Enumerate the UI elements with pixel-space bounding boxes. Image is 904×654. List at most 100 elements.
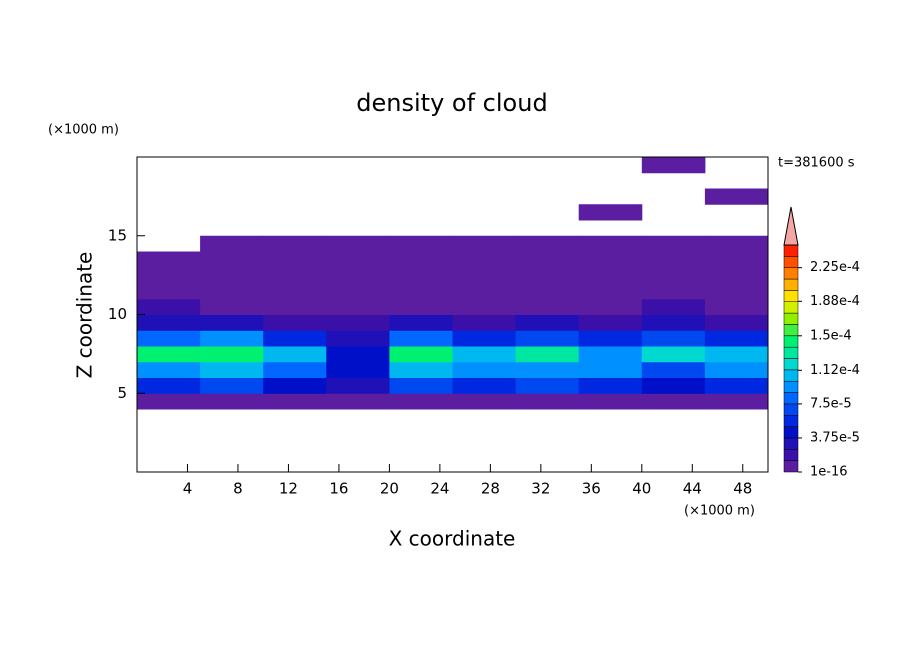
x-unit: (×1000 m) bbox=[684, 504, 755, 519]
contour-cell bbox=[137, 377, 201, 394]
colorbar-band bbox=[783, 335, 799, 348]
contour-cell bbox=[515, 298, 580, 315]
colorbar-band bbox=[783, 415, 799, 427]
contour-cell bbox=[200, 393, 264, 410]
x-axis-title: X coordinate bbox=[389, 527, 516, 551]
colorbar-band bbox=[783, 301, 799, 314]
contour-cell bbox=[704, 330, 769, 347]
contour-cell bbox=[704, 377, 769, 394]
contour-cell bbox=[137, 314, 201, 331]
contour-cell bbox=[578, 283, 643, 300]
contour-cell bbox=[200, 346, 264, 363]
contour-cell bbox=[326, 393, 390, 410]
x-tick-label: 4 bbox=[183, 480, 193, 498]
contour-cell bbox=[137, 330, 201, 347]
contour-cell bbox=[452, 267, 517, 284]
contour-cell bbox=[704, 298, 769, 315]
contour-cell bbox=[515, 346, 580, 363]
contour-cell bbox=[704, 267, 769, 284]
colorbar-band bbox=[783, 346, 799, 359]
contour-cell bbox=[452, 346, 517, 363]
contour-cell bbox=[263, 267, 327, 284]
colorbar-band bbox=[783, 460, 799, 473]
contour-cell bbox=[326, 314, 390, 331]
contour-cell bbox=[200, 314, 264, 331]
contour-cell bbox=[263, 330, 327, 347]
colorbar-tick-label: 1.12e-4 bbox=[810, 363, 860, 378]
colorbar-band bbox=[783, 244, 799, 257]
x-tick-label: 32 bbox=[531, 480, 550, 498]
contour-cell bbox=[641, 267, 706, 284]
contour-cell bbox=[389, 330, 453, 347]
contour-cell bbox=[704, 393, 769, 410]
colorbar-band bbox=[783, 256, 799, 268]
contour-cell bbox=[641, 314, 706, 331]
x-tick-label: 20 bbox=[380, 480, 399, 498]
contour-cell bbox=[578, 314, 643, 331]
colorbar-band bbox=[783, 380, 799, 393]
contour-cell bbox=[704, 251, 769, 268]
contour-cell bbox=[641, 298, 706, 315]
y-tick-label: 5 bbox=[117, 384, 127, 402]
contour-cell bbox=[515, 393, 580, 410]
contour-cell bbox=[452, 393, 517, 410]
annotation: t=381600 s bbox=[778, 156, 855, 171]
colorbar-band bbox=[783, 312, 799, 325]
contour-cell bbox=[641, 157, 706, 174]
contour-cell bbox=[515, 283, 580, 300]
contour-cell bbox=[578, 361, 643, 378]
colorbar-band bbox=[783, 267, 799, 280]
colorbar-band bbox=[783, 437, 799, 450]
colorbar-over bbox=[783, 206, 799, 246]
y-tick-label: 15 bbox=[108, 226, 127, 244]
contour-cell bbox=[452, 251, 517, 268]
contour-cell bbox=[641, 361, 706, 378]
x-tick-label: 36 bbox=[582, 480, 601, 498]
contour-cell bbox=[515, 314, 580, 331]
contour-cell bbox=[452, 283, 517, 300]
colorbar-band bbox=[783, 358, 799, 371]
contour-cell bbox=[578, 251, 643, 268]
contour-field bbox=[137, 157, 769, 410]
colorbar-tick-label: 3.75e-5 bbox=[810, 430, 860, 445]
contour-cell bbox=[263, 314, 327, 331]
colorbar-tick-label: 1.5e-4 bbox=[810, 328, 852, 343]
contour-cell bbox=[263, 361, 327, 378]
contour-cell bbox=[326, 235, 390, 252]
contour-cell bbox=[263, 377, 327, 394]
contour-cell bbox=[200, 361, 264, 378]
contour-cell bbox=[452, 330, 517, 347]
contour-cell bbox=[578, 346, 643, 363]
contour-cell bbox=[389, 346, 453, 363]
contour-cell bbox=[137, 393, 201, 410]
contour-cell bbox=[326, 346, 390, 363]
y-unit: (×1000 m) bbox=[48, 123, 119, 138]
contour-cell bbox=[263, 393, 327, 410]
contour-cell bbox=[641, 283, 706, 300]
contour-cell bbox=[389, 235, 453, 252]
contour-cell bbox=[326, 361, 390, 378]
contour-cell bbox=[515, 377, 580, 394]
contour-cell bbox=[389, 251, 453, 268]
y-tick-label: 10 bbox=[108, 305, 127, 323]
contour-cell bbox=[704, 235, 769, 252]
contour-cell bbox=[389, 361, 453, 378]
x-tick-label: 16 bbox=[329, 480, 348, 498]
contour-cell bbox=[263, 251, 327, 268]
contour-cell bbox=[452, 314, 517, 331]
contour-cell bbox=[578, 330, 643, 347]
contour-cell bbox=[704, 188, 769, 205]
colorbar-band bbox=[783, 403, 799, 416]
contour-cell bbox=[200, 267, 264, 284]
contour-cell bbox=[326, 298, 390, 315]
contour-cell bbox=[326, 251, 390, 268]
y-axis-title: Z coordinate bbox=[73, 252, 97, 379]
contour-cell bbox=[452, 235, 517, 252]
contour-cell bbox=[137, 361, 201, 378]
colorbar-tick-label: 7.5e-5 bbox=[810, 396, 852, 411]
contour-cell bbox=[200, 298, 264, 315]
colorbar-band bbox=[783, 324, 799, 337]
x-tick-label: 28 bbox=[481, 480, 500, 498]
contour-cell bbox=[137, 251, 201, 268]
contour-cell bbox=[200, 377, 264, 394]
